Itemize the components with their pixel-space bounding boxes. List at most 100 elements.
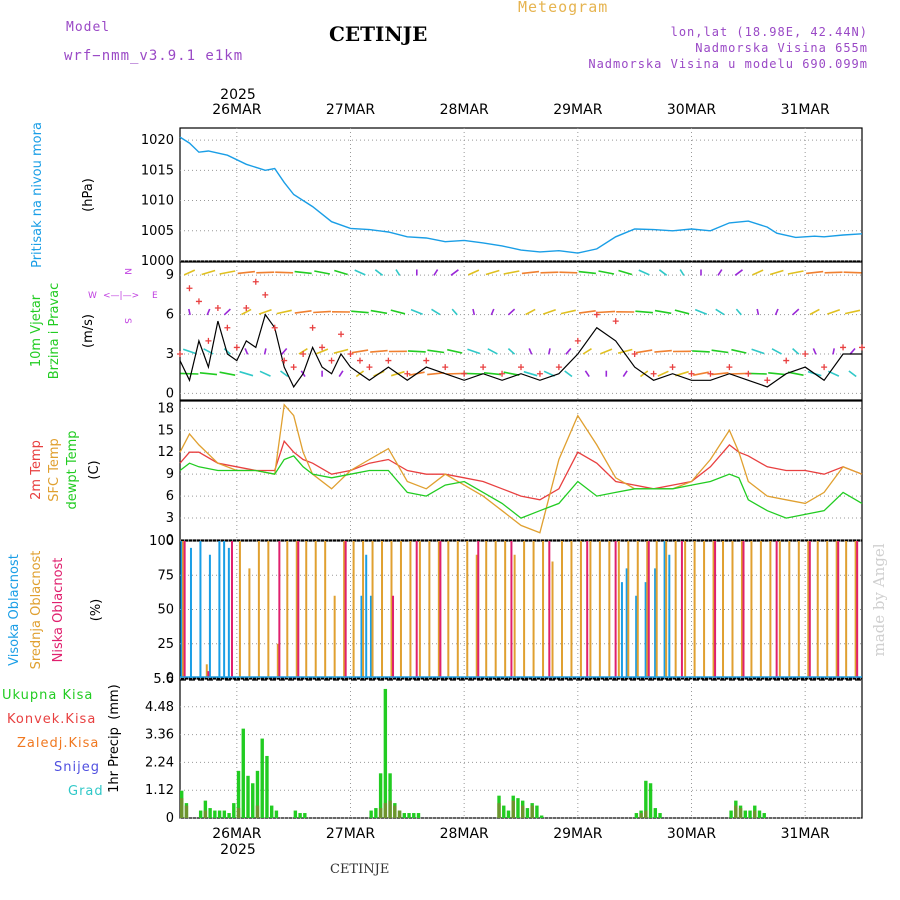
y-tick-label-4-2: 2.24 bbox=[145, 755, 174, 770]
wind-gust-marker-29 bbox=[536, 370, 543, 377]
wind-arrow-3 bbox=[239, 370, 254, 377]
wind-arrow-99 bbox=[694, 308, 708, 315]
temp-axis-label-1: 2m Temp bbox=[29, 440, 44, 500]
wind-arrow-75 bbox=[241, 308, 252, 316]
wind-arrow-58 bbox=[600, 348, 613, 355]
precip-bar-conv-5 bbox=[378, 808, 383, 818]
wind-arrow-59 bbox=[617, 348, 633, 354]
cloud-unit-label: (%) bbox=[89, 599, 104, 622]
panel-frame-0 bbox=[179, 127, 863, 262]
wind-arrow-61 bbox=[654, 349, 672, 353]
precip-bar-total-46 bbox=[648, 783, 653, 818]
wind-unit-label: (m/s) bbox=[81, 314, 96, 348]
wind-arrow-49 bbox=[427, 349, 445, 354]
wind-arrow-74 bbox=[223, 308, 231, 316]
bottom-day-label-0: 26MAR bbox=[212, 826, 261, 842]
wind-gust-marker-43 bbox=[802, 351, 809, 357]
wind-arrow-107 bbox=[844, 309, 861, 315]
wind-gust-marker-21 bbox=[385, 357, 392, 364]
top-year-label: 2025 bbox=[220, 87, 256, 103]
wind-gust-marker-37 bbox=[688, 370, 695, 377]
wind-gust-marker-5 bbox=[224, 324, 231, 331]
wind-axis-label-1: 10m Vjetar bbox=[29, 294, 44, 367]
precip-bar-total-31 bbox=[412, 813, 416, 818]
wind-arrow-15 bbox=[464, 372, 483, 375]
top-day-label-0: 26MAR bbox=[212, 102, 261, 118]
wind-arrow-117 bbox=[354, 269, 366, 276]
temp-line-0 bbox=[179, 439, 863, 501]
wind-arrow-28 bbox=[711, 372, 729, 376]
wind-arrow-138 bbox=[752, 269, 764, 276]
wind-arrow-20 bbox=[564, 370, 573, 378]
precip-bar-total-37 bbox=[516, 798, 520, 818]
precip-bar-conv-3 bbox=[236, 808, 241, 818]
precip-bar-total-16 bbox=[265, 755, 269, 818]
wind-arrow-55 bbox=[548, 348, 551, 355]
y-tick-label-3-2: 50 bbox=[157, 603, 174, 618]
wind-arrow-111 bbox=[237, 270, 255, 275]
y-tick-label-4-4: 4.48 bbox=[145, 700, 174, 715]
wind-gust-marker-46 bbox=[859, 344, 865, 351]
precip-bar-total-42 bbox=[539, 815, 544, 818]
precip-bar-total-34 bbox=[502, 805, 506, 818]
wind-gust-marker-7 bbox=[243, 305, 250, 311]
wind-arrow-119 bbox=[395, 269, 401, 276]
precip-bar-total-17 bbox=[269, 805, 274, 818]
precip-bar-conv-12 bbox=[521, 805, 525, 818]
wind-arrow-129 bbox=[578, 270, 596, 275]
wind-arrow-38 bbox=[223, 348, 231, 355]
wind-gust-marker-13 bbox=[300, 351, 307, 357]
wind-arrow-88 bbox=[490, 308, 495, 316]
wind-arrow-94 bbox=[597, 310, 616, 314]
wind-gust-marker-42 bbox=[783, 357, 790, 364]
wind-arrow-56 bbox=[565, 347, 572, 355]
wind-arrow-114 bbox=[294, 270, 312, 275]
precip-bar-total-22 bbox=[369, 810, 373, 818]
precip-bar-total-35 bbox=[506, 810, 511, 818]
wind-arrow-48 bbox=[407, 350, 426, 353]
precip-bar-conv-8 bbox=[393, 805, 397, 818]
wind-gust-marker-32 bbox=[593, 311, 600, 318]
wind-arrow-63 bbox=[692, 350, 710, 353]
wind-arrow-54 bbox=[528, 348, 533, 355]
precip-bar-total-19 bbox=[293, 810, 298, 818]
wind-gust-marker-38 bbox=[707, 370, 714, 377]
wind-arrow-82 bbox=[370, 309, 388, 315]
wind-arrow-57 bbox=[582, 348, 592, 355]
wind-dir-e: E bbox=[152, 291, 158, 301]
wind-arrow-64 bbox=[711, 349, 729, 354]
wind-gust-marker-25 bbox=[461, 370, 468, 377]
precip-bar-total-11 bbox=[241, 728, 245, 818]
watermark: made by Angel bbox=[870, 543, 888, 656]
wind-arrow-115 bbox=[314, 270, 331, 275]
wind-gust-marker-27 bbox=[499, 370, 506, 377]
precip-bar-total-25 bbox=[383, 688, 388, 818]
precip-bar-total-52 bbox=[743, 810, 747, 818]
wind-gust-marker-20 bbox=[366, 364, 373, 371]
model-name: wrf−nmm_v3.9.1 e1km bbox=[64, 48, 244, 64]
precip-bar-conv-4 bbox=[255, 805, 260, 818]
wind-arrow-86 bbox=[451, 308, 458, 316]
y-tick-label-2-1: 3 bbox=[166, 511, 174, 526]
location-coordinates: lon,lat (18.98E, 42.44N) bbox=[670, 25, 868, 39]
precip-bar-total-3 bbox=[203, 800, 208, 818]
temp-line-2 bbox=[179, 455, 863, 519]
model-altitude: Nadmorska Visina u modelu 690.099m bbox=[588, 57, 868, 71]
precip-bar-total-2 bbox=[198, 810, 203, 818]
precip-legend-2: Zaledj.Kisa bbox=[17, 736, 99, 751]
wind-gust-marker-16 bbox=[328, 357, 335, 364]
wind-gust-marker-35 bbox=[650, 370, 657, 377]
precip-unit-label: (mm) bbox=[107, 684, 122, 719]
wind-arrow-106 bbox=[827, 309, 841, 315]
wind-arrow-137 bbox=[734, 269, 743, 276]
wind-gust-marker-3 bbox=[205, 337, 212, 344]
y-tick-label-1-3: 9 bbox=[166, 268, 174, 283]
bottom-day-label-1: 27MAR bbox=[326, 826, 375, 842]
wind-arrow-67 bbox=[771, 348, 782, 355]
wind-arrow-141 bbox=[806, 270, 824, 275]
bottom-day-label-3: 29MAR bbox=[553, 826, 602, 842]
wind-arrow-27 bbox=[693, 371, 709, 376]
wind-arrow-2 bbox=[219, 371, 236, 376]
precip-bar-total-29 bbox=[402, 813, 406, 818]
